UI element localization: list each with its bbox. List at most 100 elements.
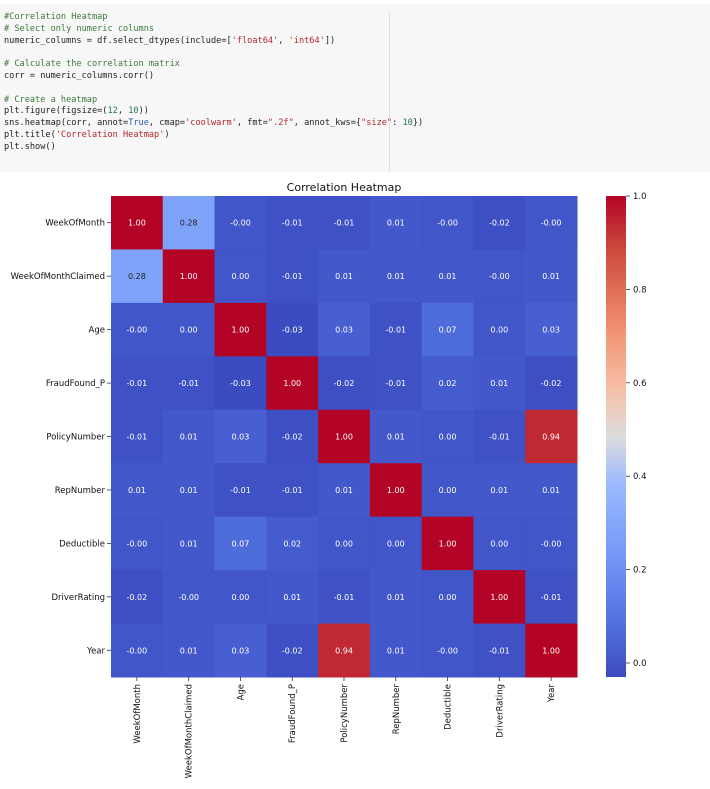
cell-value-label: -0.03 bbox=[230, 379, 251, 388]
cell-value-label: 1.00 bbox=[283, 379, 301, 388]
heatmap-cell bbox=[162, 356, 216, 411]
cell-value-label: -0.01 bbox=[127, 433, 148, 442]
heatmap-cell bbox=[421, 196, 474, 250]
heatmap-cell bbox=[214, 516, 267, 571]
cell-value-label: 0.03 bbox=[542, 326, 560, 335]
cell-value-label: 0.01 bbox=[542, 486, 560, 495]
heatmap-cell bbox=[214, 249, 267, 304]
colorbar-gradient bbox=[606, 196, 626, 677]
cell-value-label: 0.01 bbox=[490, 486, 508, 495]
cell-value-label: 0.01 bbox=[180, 486, 198, 495]
cell-value-label: -0.01 bbox=[178, 379, 199, 388]
heatmap-cell bbox=[318, 196, 371, 250]
heatmap-cell bbox=[421, 356, 474, 411]
x-tick-label: Age bbox=[236, 684, 246, 700]
code-line: corr = numeric_columns.corr() bbox=[4, 71, 423, 83]
heatmap-cell bbox=[266, 570, 319, 625]
heatmap-cell bbox=[318, 463, 371, 518]
heatmap-cell bbox=[318, 249, 371, 304]
heatmap-cell bbox=[525, 356, 578, 411]
heatmap-cell bbox=[318, 302, 371, 357]
cell-value-label: 0.94 bbox=[335, 646, 353, 655]
cell-value-label: -0.01 bbox=[230, 486, 251, 495]
code-token-plain: )) bbox=[138, 106, 149, 117]
y-tick-label: FraudFound_P bbox=[46, 379, 105, 389]
heatmap-cell bbox=[111, 463, 164, 518]
heatmap-chart: Correlation Heatmap 1.00 0.28 -0.00 -0.01 -0… bbox=[11, 181, 647, 778]
cell-value-label: 0.00 bbox=[490, 539, 508, 548]
heatmap-cell bbox=[473, 570, 526, 625]
cell-value-label: 0.03 bbox=[232, 433, 250, 442]
heatmap-cell bbox=[111, 302, 164, 357]
code-editor[interactable]: #Correlation Heatmap # Select only numeri… bbox=[4, 12, 423, 154]
cell-value-label: -0.02 bbox=[541, 379, 562, 388]
y-tick-label: Deductible bbox=[59, 539, 105, 549]
heatmap-cell bbox=[369, 570, 423, 625]
cell-value-label: -0.00 bbox=[127, 326, 148, 335]
heatmap-cell bbox=[369, 302, 423, 357]
cell-value-label: 0.07 bbox=[232, 539, 250, 548]
colorbar-tick-label: 0.8 bbox=[633, 285, 647, 295]
heatmap-figure: Correlation Heatmap 1.00 0.28 -0.00 -0.01 -0… bbox=[0, 176, 710, 789]
heatmap-cell bbox=[473, 196, 526, 250]
code-token-plain: plt.title( bbox=[4, 129, 56, 140]
cell-value-label: -0.00 bbox=[127, 539, 148, 548]
cell-value-label: 0.01 bbox=[128, 486, 146, 495]
cell-value-label: -0.01 bbox=[541, 593, 562, 602]
cell-value-label: -0.01 bbox=[282, 272, 303, 281]
heatmap-cell bbox=[266, 356, 319, 411]
cell-value-label: -0.01 bbox=[334, 593, 355, 602]
code-line: plt.show() bbox=[4, 142, 423, 154]
heatmap-cell bbox=[525, 409, 578, 464]
heatmap-cell bbox=[473, 302, 526, 357]
cell-value-label: -0.00 bbox=[127, 646, 148, 655]
code-token-plain: ]) bbox=[324, 35, 336, 46]
cell-value-label: 0.01 bbox=[180, 539, 198, 548]
heatmap-cell bbox=[214, 196, 267, 250]
code-token-plain: , cmap= bbox=[148, 118, 186, 129]
cell-value-label: 0.07 bbox=[439, 326, 457, 335]
code-line: #Correlation Heatmap bbox=[4, 12, 423, 24]
cell-value-label: 1.00 bbox=[387, 486, 405, 495]
heatmap-cell bbox=[525, 516, 578, 571]
code-token-plain: plt.show() bbox=[4, 141, 56, 152]
cell-value-label: 0.01 bbox=[387, 219, 405, 228]
cell-value-label: -0.01 bbox=[385, 379, 406, 388]
code-token-comment: # Calculate the correlation matrix bbox=[4, 59, 180, 70]
cell-value-label: 0.01 bbox=[387, 272, 405, 281]
heatmap-cell bbox=[214, 570, 267, 625]
heatmap-cell bbox=[266, 623, 319, 678]
code-token-number: 10 bbox=[402, 118, 413, 129]
cell-value-label: 0.00 bbox=[180, 326, 198, 335]
heatmap-cell bbox=[266, 409, 319, 464]
heatmap-annotations: 1.00 0.28 -0.00 -0.01 -0.01 0.01 -0.00 -0.02 -0.… bbox=[127, 219, 562, 656]
cell-value-label: 1.00 bbox=[232, 326, 250, 335]
heatmap-cell bbox=[318, 570, 371, 625]
cell-value-label: 0.01 bbox=[490, 379, 508, 388]
colorbar-tick-label: 0.2 bbox=[633, 566, 647, 576]
heatmap-cell bbox=[473, 516, 526, 571]
heatmap-cell bbox=[266, 249, 319, 304]
heatmap-cell bbox=[318, 356, 371, 411]
code-token-plain: , fmt= bbox=[236, 118, 268, 129]
cell-value-label: -0.00 bbox=[178, 593, 199, 602]
heatmap-cell bbox=[473, 249, 526, 304]
code-cell[interactable]: #Correlation Heatmap # Select only numeri… bbox=[0, 4, 710, 172]
cell-value-label: -0.01 bbox=[489, 433, 510, 442]
code-token-plain: ) bbox=[164, 129, 170, 140]
cell-value-label: 1.00 bbox=[180, 272, 198, 281]
code-line: plt.figure(figsize=(12, 10)) bbox=[4, 106, 423, 118]
cell-value-label: 1.00 bbox=[439, 539, 457, 548]
code-token-plain: , bbox=[117, 106, 129, 117]
cell-value-label: -0.01 bbox=[334, 219, 355, 228]
code-token-plain: plt.figure(figsize=( bbox=[4, 106, 108, 117]
heatmap-cell bbox=[318, 409, 371, 464]
cell-value-label: -0.01 bbox=[282, 219, 303, 228]
heatmap-cell bbox=[473, 623, 526, 678]
cell-value-label: 0.01 bbox=[542, 272, 560, 281]
y-tick-label: Year bbox=[86, 646, 106, 656]
colorbar-tick-label: 0.6 bbox=[633, 379, 647, 389]
heatmap-cell bbox=[525, 570, 578, 625]
cell-value-label: 0.28 bbox=[128, 272, 146, 281]
heatmap-cell bbox=[111, 196, 164, 250]
